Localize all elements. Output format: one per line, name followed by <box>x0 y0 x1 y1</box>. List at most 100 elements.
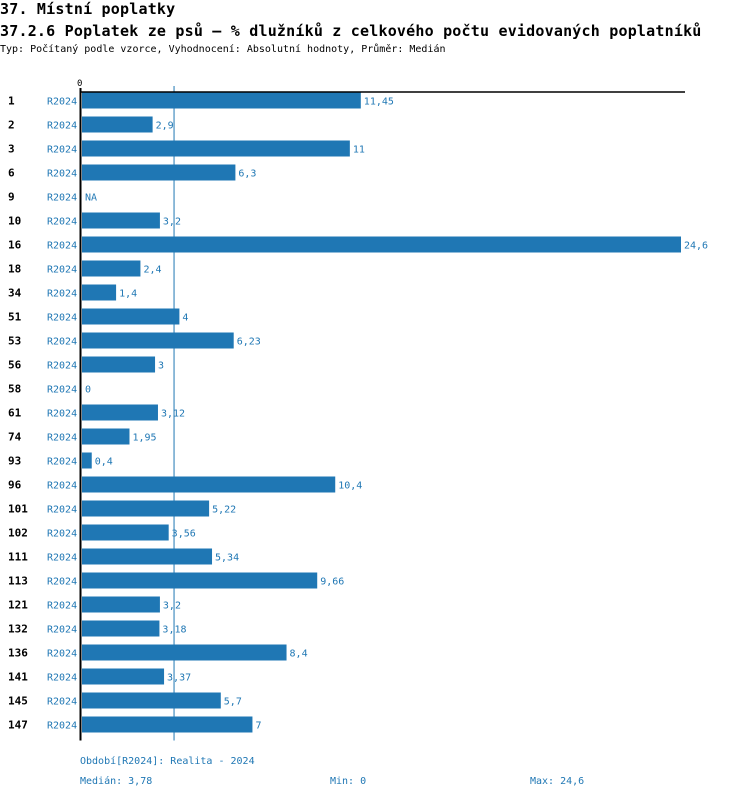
category-label: 6 <box>8 167 15 180</box>
bar <box>82 260 141 277</box>
bar <box>82 572 318 589</box>
period-label: R2024 <box>47 529 77 540</box>
bar <box>82 236 681 253</box>
data-label: 5,34 <box>215 553 239 564</box>
category-label: 16 <box>8 239 22 252</box>
data-label: 7 <box>255 721 261 732</box>
category-label: 56 <box>8 359 22 372</box>
period-label: R2024 <box>47 505 77 516</box>
period-label: R2024 <box>47 433 77 444</box>
section-title: 37. Místní poplatky <box>0 0 176 18</box>
chart-subtitle: Typ: Počítaný podle vzorce, Vyhodnocení:… <box>0 44 446 55</box>
data-label: 3,18 <box>162 625 186 636</box>
category-label: 2 <box>8 119 15 132</box>
period-label: R2024 <box>47 145 77 156</box>
data-label: 2,9 <box>156 121 174 132</box>
bar <box>82 668 165 685</box>
bar <box>82 524 169 541</box>
period-label: R2024 <box>47 649 77 660</box>
period-label: R2024 <box>47 697 77 708</box>
period-label: R2024 <box>47 169 77 180</box>
category-label: 111 <box>8 551 28 564</box>
category-label: 58 <box>8 383 21 396</box>
period-label: R2024 <box>47 289 77 300</box>
period-label: R2024 <box>47 217 77 228</box>
category-label: 9 <box>8 191 15 204</box>
category-label: 61 <box>8 407 22 420</box>
category-label: 1 <box>8 95 15 108</box>
median-stat: Medián: 3,78 <box>80 776 153 787</box>
data-label: 9,66 <box>320 577 344 588</box>
data-label: 5,7 <box>224 697 242 708</box>
bar <box>82 452 92 469</box>
x-tick-label: 0 <box>77 79 82 89</box>
period-legend: Období[R2024]: Realita - 2024 <box>80 756 255 767</box>
bar <box>82 116 153 133</box>
bar <box>82 500 210 517</box>
category-label: 147 <box>8 719 28 732</box>
data-label: 3,2 <box>163 217 181 228</box>
bar <box>82 212 160 229</box>
max-stat: Max: 24,6 <box>530 776 585 787</box>
category-label: 93 <box>8 455 21 468</box>
data-label: 0 <box>85 385 91 396</box>
category-label: 136 <box>8 647 28 660</box>
category-label: 53 <box>8 335 21 348</box>
data-label: 6,3 <box>238 169 256 180</box>
period-label: R2024 <box>47 625 77 636</box>
category-label: 145 <box>8 695 28 708</box>
category-label: 141 <box>8 671 28 684</box>
data-label: 6,23 <box>237 337 261 348</box>
category-label: 74 <box>8 431 22 444</box>
period-label: R2024 <box>47 313 77 324</box>
bar <box>82 716 253 733</box>
bar <box>82 548 213 565</box>
bar <box>82 332 234 349</box>
bar <box>82 404 158 421</box>
bar <box>82 284 117 301</box>
data-label: 2,4 <box>143 265 161 276</box>
data-label: 1,95 <box>132 433 156 444</box>
data-label: 8,4 <box>290 649 308 660</box>
data-label: 3,56 <box>172 529 196 540</box>
period-label: R2024 <box>47 97 77 108</box>
data-label: 5,22 <box>212 505 236 516</box>
category-label: 51 <box>8 311 22 324</box>
period-label: R2024 <box>47 361 77 372</box>
bar <box>82 164 236 181</box>
bar <box>82 428 130 445</box>
bar <box>82 476 336 493</box>
category-label: 101 <box>8 503 28 516</box>
chart-title: 37.2.6 Poplatek ze psů – % dlužníků z ce… <box>0 22 702 40</box>
period-label: R2024 <box>47 601 77 612</box>
data-label: 1,4 <box>119 289 137 300</box>
period-label: R2024 <box>47 409 77 420</box>
period-label: R2024 <box>47 121 77 132</box>
category-label: 18 <box>8 263 21 276</box>
data-label: 24,6 <box>684 241 708 252</box>
category-label: 10 <box>8 215 21 228</box>
bar <box>82 644 287 661</box>
category-label: 102 <box>8 527 28 540</box>
bar <box>82 596 160 613</box>
category-label: 132 <box>8 623 28 636</box>
bar <box>82 692 221 709</box>
bar <box>82 140 350 157</box>
data-label: 0,4 <box>95 457 113 468</box>
period-label: R2024 <box>47 193 77 204</box>
period-label: R2024 <box>47 457 77 468</box>
category-label: 96 <box>8 479 22 492</box>
bar <box>82 356 156 373</box>
data-label: 3,2 <box>163 601 181 612</box>
period-label: R2024 <box>47 481 77 492</box>
data-label: NA <box>85 193 97 204</box>
period-label: R2024 <box>47 337 77 348</box>
bar <box>82 92 361 109</box>
data-label: 10,4 <box>338 481 362 492</box>
data-label: 3,12 <box>161 409 185 420</box>
period-label: R2024 <box>47 553 77 564</box>
data-label: 3,37 <box>167 673 191 684</box>
period-label: R2024 <box>47 721 77 732</box>
category-label: 113 <box>8 575 28 588</box>
category-label: 3 <box>8 143 15 156</box>
